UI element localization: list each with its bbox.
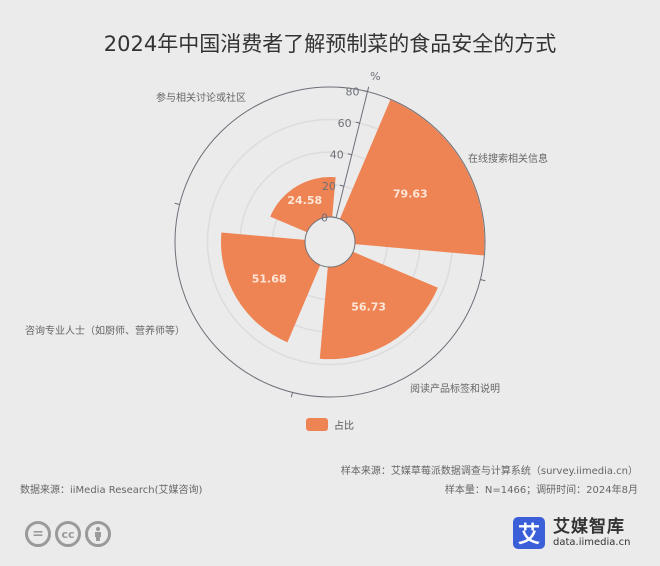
radial-axis: 0 20 40 60 80% (321, 70, 381, 225)
radial-tick-label: 0 (321, 212, 328, 225)
polar-bar[interactable] (339, 99, 485, 256)
logo-url: data.iimedia.cn (553, 536, 631, 548)
attribution-person-icon (85, 521, 111, 547)
radial-tick-label: 60 (338, 117, 352, 130)
chart-bars: 79.63 56.73 51.68 24.58 (221, 99, 485, 360)
iimedia-logo[interactable]: 艾 艾媒智库 data.iimedia.cn (513, 517, 630, 549)
nd-icon: = (25, 521, 51, 547)
radial-tick-label: 40 (330, 149, 344, 162)
radial-tick-label: 20 (322, 180, 336, 193)
cc-icon: cc (55, 521, 81, 547)
cc-license-icons: = cc (25, 521, 111, 547)
radial-tick-label: 80 (345, 86, 359, 99)
chart-title: 2024年中国消费者了解预制菜的食品安全的方式 (103, 32, 557, 56)
polar-bar[interactable] (270, 177, 336, 233)
polar-bar[interactable] (221, 232, 321, 343)
logo-name: 艾媒智库 (553, 516, 625, 537)
legend-swatch (306, 418, 328, 431)
legend[interactable]: 占比 (306, 417, 354, 432)
radial-axis-unit: % (370, 70, 380, 83)
legend-label: 占比 (334, 421, 354, 432)
data-source: 数据来源：iiMedia Research(艾媒咨询) (20, 485, 203, 496)
bar-value-label: 56.73 (351, 300, 386, 313)
bar-value-label: 79.63 (393, 188, 428, 201)
sample-source: 样本来源：艾媒草莓派数据调查与计算系统（survey.iimedia.cn） (340, 466, 638, 477)
category-label-community: 参与相关讨论或社区 (156, 93, 246, 104)
logo-mark-icon: 艾 (513, 517, 545, 549)
bar-value-label: 24.58 (287, 194, 322, 207)
category-label-consult-experts: 咨询专业人士（如厨师、营养师等） (25, 326, 185, 337)
sample-size: 样本量：N=1466；调研时间：2024年8月 (444, 485, 638, 496)
polar-bar[interactable] (319, 251, 438, 360)
category-label-read-labels: 阅读产品标签和说明 (410, 384, 500, 395)
category-label-online-search: 在线搜索相关信息 (468, 154, 548, 165)
bar-value-label: 51.68 (252, 273, 287, 286)
